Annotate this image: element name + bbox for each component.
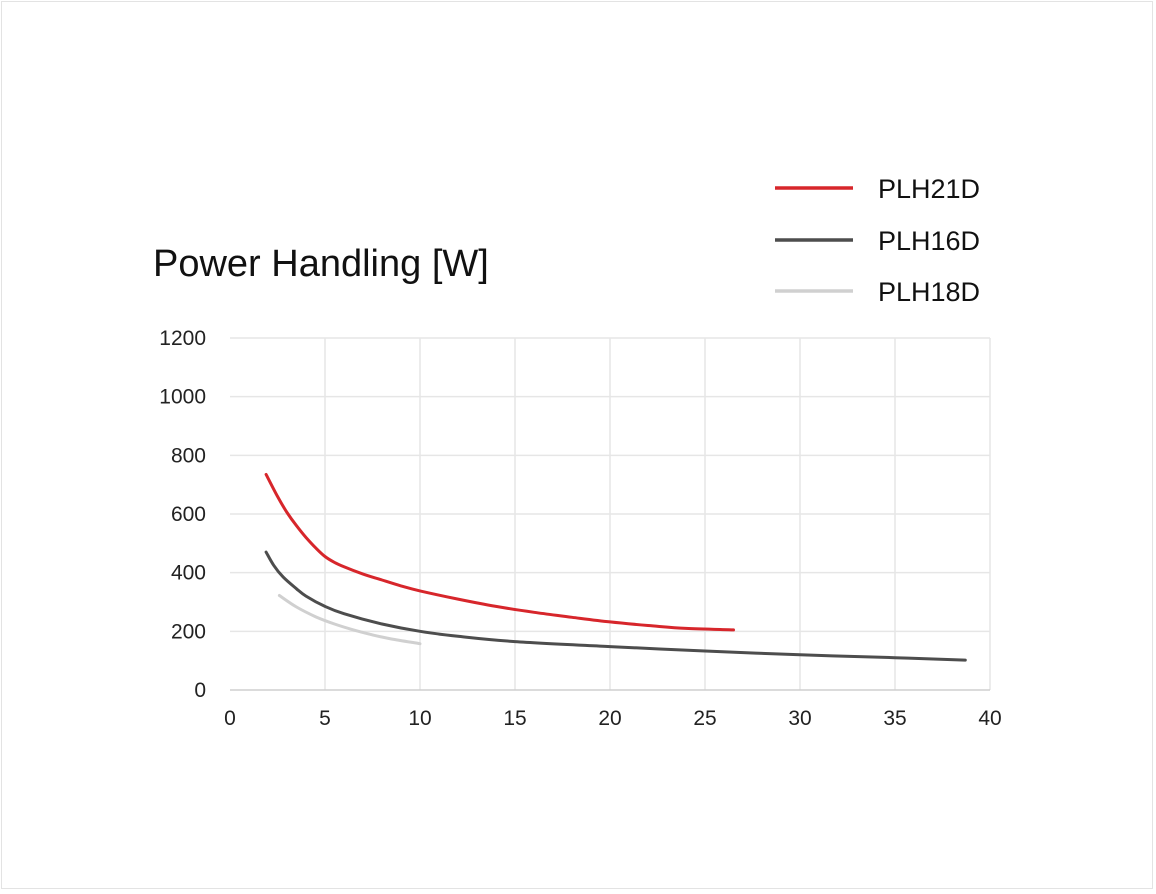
- y-tick-label: 1000: [159, 386, 206, 409]
- grid: [230, 337, 991, 690]
- legend-label-plh18d: PLH18D: [878, 277, 980, 307]
- x-tick-label: 35: [883, 707, 906, 730]
- x-tick-label: 15: [503, 707, 526, 730]
- x-tick-label: 30: [788, 707, 811, 730]
- x-tick-label: 5: [319, 707, 331, 730]
- legend-label-plh16d: PLH16D: [878, 226, 980, 256]
- series-line-plh18d: [277, 594, 422, 646]
- legend-label-plh21d: PLH21D: [878, 174, 980, 204]
- y-tick-label: 0: [194, 679, 206, 702]
- x-tick-label: 20: [598, 707, 621, 730]
- y-tick-label: 1200: [159, 327, 206, 350]
- x-tick-label: 10: [408, 707, 431, 730]
- series-lines: [264, 472, 967, 662]
- chart-title: Power Handling [W]: [153, 243, 489, 285]
- y-tick-label: 600: [171, 503, 206, 526]
- x-tick-label: 40: [978, 707, 1001, 730]
- legend: PLH21D PLH16D PLH18D: [775, 174, 980, 307]
- series-line-plh21d: [264, 472, 735, 632]
- y-tick-label: 800: [171, 444, 206, 467]
- y-tick-label: 200: [171, 620, 206, 643]
- x-tick-label: 0: [224, 707, 236, 730]
- y-tick-label: 400: [171, 562, 206, 585]
- x-tick-label: 25: [693, 707, 716, 730]
- series-line-plh16d: [264, 550, 967, 662]
